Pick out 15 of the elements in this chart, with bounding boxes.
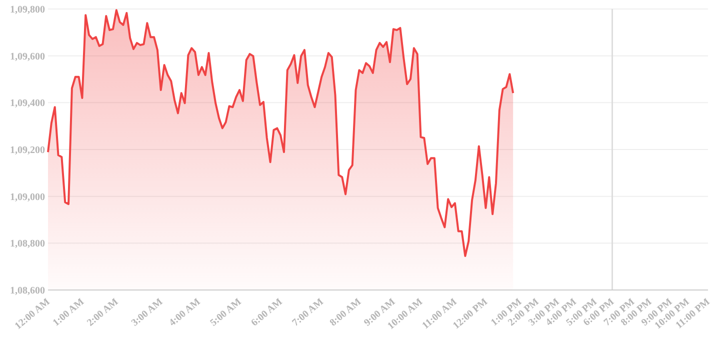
- x-tick-label: 3:00 AM: [130, 296, 166, 329]
- x-tick-label: 7:00 AM: [290, 296, 326, 329]
- y-tick-label: 1,09,800: [10, 4, 45, 16]
- y-tick-label: 1,09,000: [10, 192, 45, 203]
- y-tick-label: 1,09,200: [10, 145, 45, 156]
- x-tick-label: 1:00 AM: [50, 296, 87, 329]
- x-tick-label: 6:00 AM: [249, 296, 286, 329]
- x-tick-label: 2:00 AM: [85, 296, 121, 329]
- x-tick-label: 5:00 AM: [208, 296, 244, 329]
- y-tick-label: 1,08,800: [10, 238, 45, 250]
- x-tick-label: 8:00 AM: [328, 296, 364, 329]
- y-tick-label: 1,08,600: [10, 286, 45, 296]
- y-tick-label: 1,09,600: [10, 51, 45, 62]
- x-tick-label: 4:00 AM: [167, 296, 204, 329]
- y-tick-label: 1,09,400: [10, 98, 45, 110]
